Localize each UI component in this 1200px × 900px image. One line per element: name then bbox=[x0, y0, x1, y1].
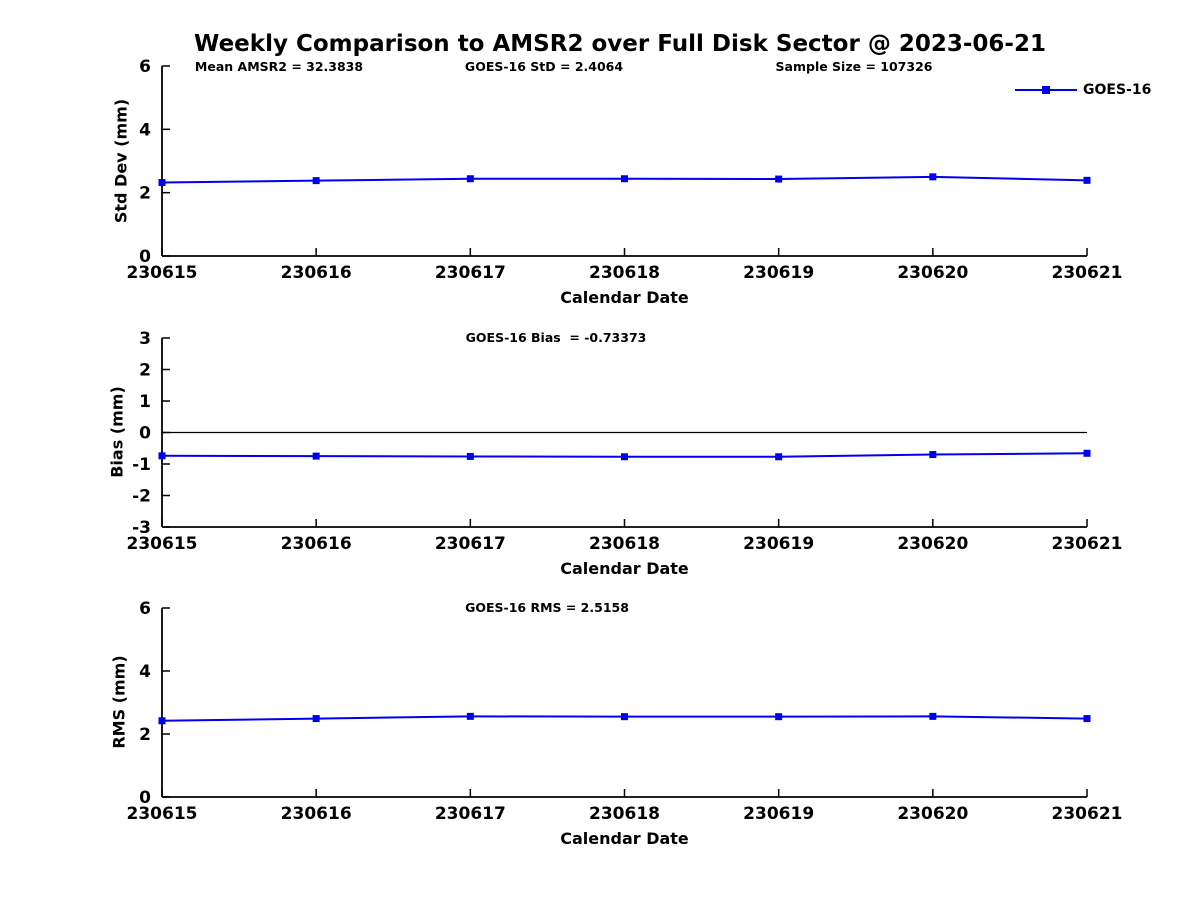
x-tick-label: 230620 bbox=[897, 534, 968, 554]
x-tick-label: 230616 bbox=[281, 804, 352, 824]
data-point-marker bbox=[621, 713, 628, 721]
data-point-marker bbox=[1083, 715, 1091, 723]
x-tick-label: 230619 bbox=[743, 263, 814, 283]
data-point-marker bbox=[1083, 449, 1091, 457]
data-point-marker bbox=[1083, 176, 1091, 184]
x-tick-label: 230621 bbox=[1052, 263, 1123, 283]
y-tick-label: 0 bbox=[139, 788, 151, 808]
x-tick-label: 230616 bbox=[281, 534, 352, 554]
y-axis-label-bias: Bias (mm) bbox=[107, 386, 127, 478]
data-point-marker bbox=[158, 179, 166, 187]
annotation-goes16-rms: GOES-16 RMS = 2.5158 bbox=[465, 600, 629, 615]
x-tick-label: 230615 bbox=[127, 534, 198, 554]
x-tick-label: 230617 bbox=[435, 263, 506, 283]
y-axis-label-std-dev: Std Dev (mm) bbox=[111, 98, 131, 224]
data-point-marker bbox=[466, 712, 474, 720]
y-tick-label: 2 bbox=[139, 361, 151, 381]
x-tick-label: 230621 bbox=[1052, 804, 1123, 824]
y-axis-label-rms: RMS (mm) bbox=[109, 655, 129, 749]
y-tick-label: 6 bbox=[139, 599, 151, 619]
y-tick-label: 2 bbox=[139, 725, 151, 745]
legend-label: GOES-16 bbox=[1083, 82, 1152, 98]
data-point-marker bbox=[312, 452, 320, 460]
y-tick-label: 4 bbox=[139, 120, 151, 140]
annotation-sample-size: Sample Size = 107326 bbox=[775, 59, 933, 74]
data-point-marker bbox=[158, 452, 166, 460]
chart-title: Weekly Comparison to AMSR2 over Full Dis… bbox=[194, 31, 1046, 57]
annotation-mean-amsr2: Mean AMSR2 = 32.3838 bbox=[194, 59, 364, 74]
x-tick-label: 230619 bbox=[743, 534, 814, 554]
data-point-marker bbox=[621, 175, 628, 183]
x-axis-label-rms: Calendar Date bbox=[560, 829, 689, 848]
data-point-marker bbox=[929, 712, 937, 720]
y-tick-label: -1 bbox=[132, 455, 151, 475]
legend: GOES-16 bbox=[1015, 82, 1151, 98]
x-tick-label: 230621 bbox=[1052, 534, 1123, 554]
data-point-marker bbox=[775, 175, 783, 183]
x-tick-label: 230618 bbox=[589, 804, 660, 824]
data-point-marker bbox=[312, 177, 320, 185]
x-tick-label: 230616 bbox=[281, 263, 352, 283]
x-tick-label: 230618 bbox=[589, 263, 660, 283]
y-tick-label: 2 bbox=[139, 184, 151, 204]
y-tick-label: 6 bbox=[139, 57, 151, 77]
x-tick-label: 230618 bbox=[589, 534, 660, 554]
data-point-marker bbox=[466, 452, 474, 460]
data-point-marker bbox=[929, 451, 937, 459]
legend-marker-icon bbox=[1042, 86, 1050, 94]
data-point-marker bbox=[158, 717, 166, 725]
y-tick-label: 4 bbox=[139, 662, 151, 682]
y-tick-label: -3 bbox=[132, 518, 151, 538]
data-point-marker bbox=[466, 175, 474, 183]
y-tick-label: -2 bbox=[132, 487, 151, 507]
data-point-marker bbox=[775, 713, 783, 721]
data-point-marker bbox=[312, 715, 320, 723]
x-tick-label: 230615 bbox=[127, 263, 198, 283]
legend-swatch bbox=[1015, 86, 1077, 94]
annotation-goes16-bias: GOES-16 Bias = -0.73373 bbox=[465, 330, 647, 345]
x-axis-label-bias: Calendar Date bbox=[560, 559, 689, 578]
data-point-marker bbox=[929, 173, 937, 181]
x-tick-label: 230617 bbox=[435, 534, 506, 554]
y-tick-label: 3 bbox=[139, 329, 151, 349]
data-point-marker bbox=[775, 453, 783, 461]
x-tick-label: 230615 bbox=[127, 804, 198, 824]
x-tick-label: 230620 bbox=[897, 263, 968, 283]
y-tick-label: 0 bbox=[139, 424, 151, 444]
x-axis-label-std-dev: Calendar Date bbox=[560, 288, 689, 307]
x-tick-label: 230619 bbox=[743, 804, 814, 824]
y-tick-label: 1 bbox=[139, 392, 151, 412]
annotation-goes16-std: GOES-16 StD = 2.4064 bbox=[464, 59, 624, 74]
x-tick-label: 230620 bbox=[897, 804, 968, 824]
x-tick-label: 230617 bbox=[435, 804, 506, 824]
y-tick-label: 0 bbox=[139, 247, 151, 267]
data-point-marker bbox=[621, 453, 628, 461]
